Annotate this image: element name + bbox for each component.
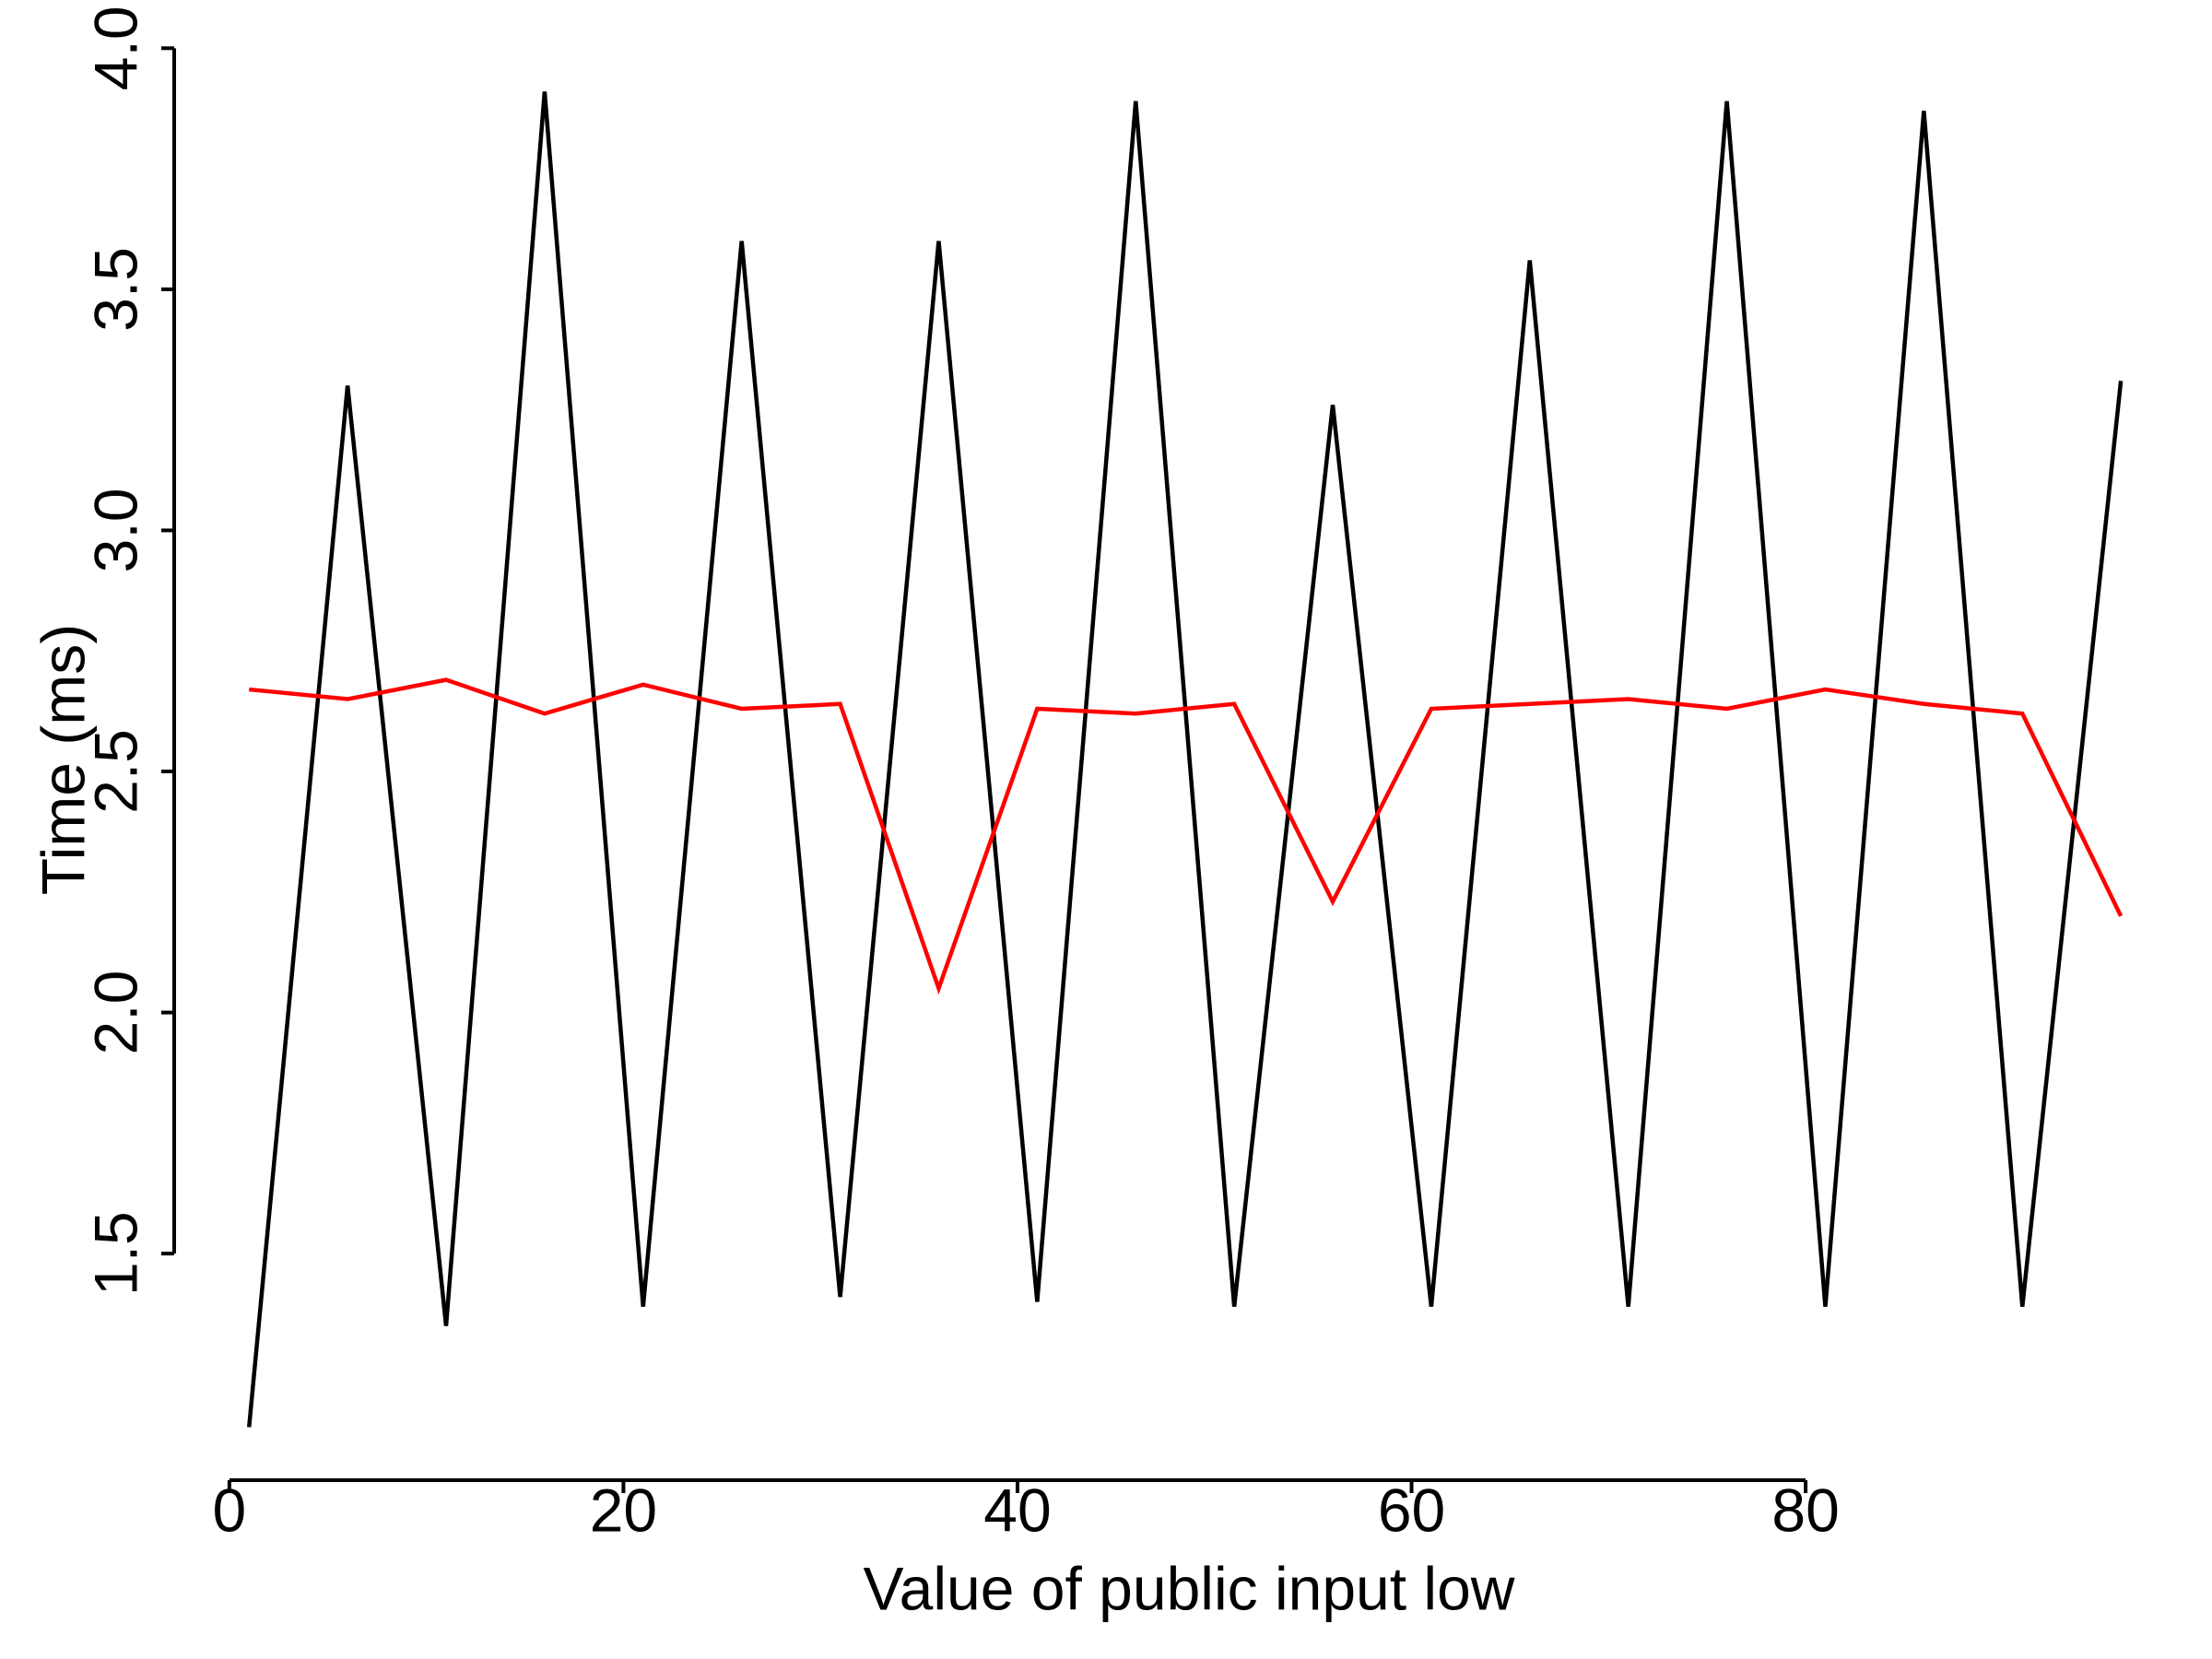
- y-axis-label: Time (ms): [29, 624, 97, 896]
- x-tick-label: 40: [983, 1476, 1051, 1544]
- y-tick-label: 1.5: [81, 1211, 149, 1296]
- x-tick-label: 80: [1771, 1476, 1839, 1544]
- x-tick-label: 60: [1378, 1476, 1445, 1544]
- y-tick-label: 4.0: [81, 6, 149, 90]
- x-tick-label: 0: [212, 1476, 246, 1544]
- y-tick-label: 3.0: [81, 488, 149, 573]
- x-tick-label: 20: [590, 1476, 657, 1544]
- line-series: [249, 677, 2124, 995]
- x-axis-label: Value of public input low: [864, 1554, 1515, 1622]
- y-tick-label: 3.5: [81, 247, 149, 332]
- line-series: [246, 91, 2124, 1428]
- y-tick-label: 2.0: [81, 971, 149, 1055]
- y-tick-label: 2.5: [81, 729, 149, 814]
